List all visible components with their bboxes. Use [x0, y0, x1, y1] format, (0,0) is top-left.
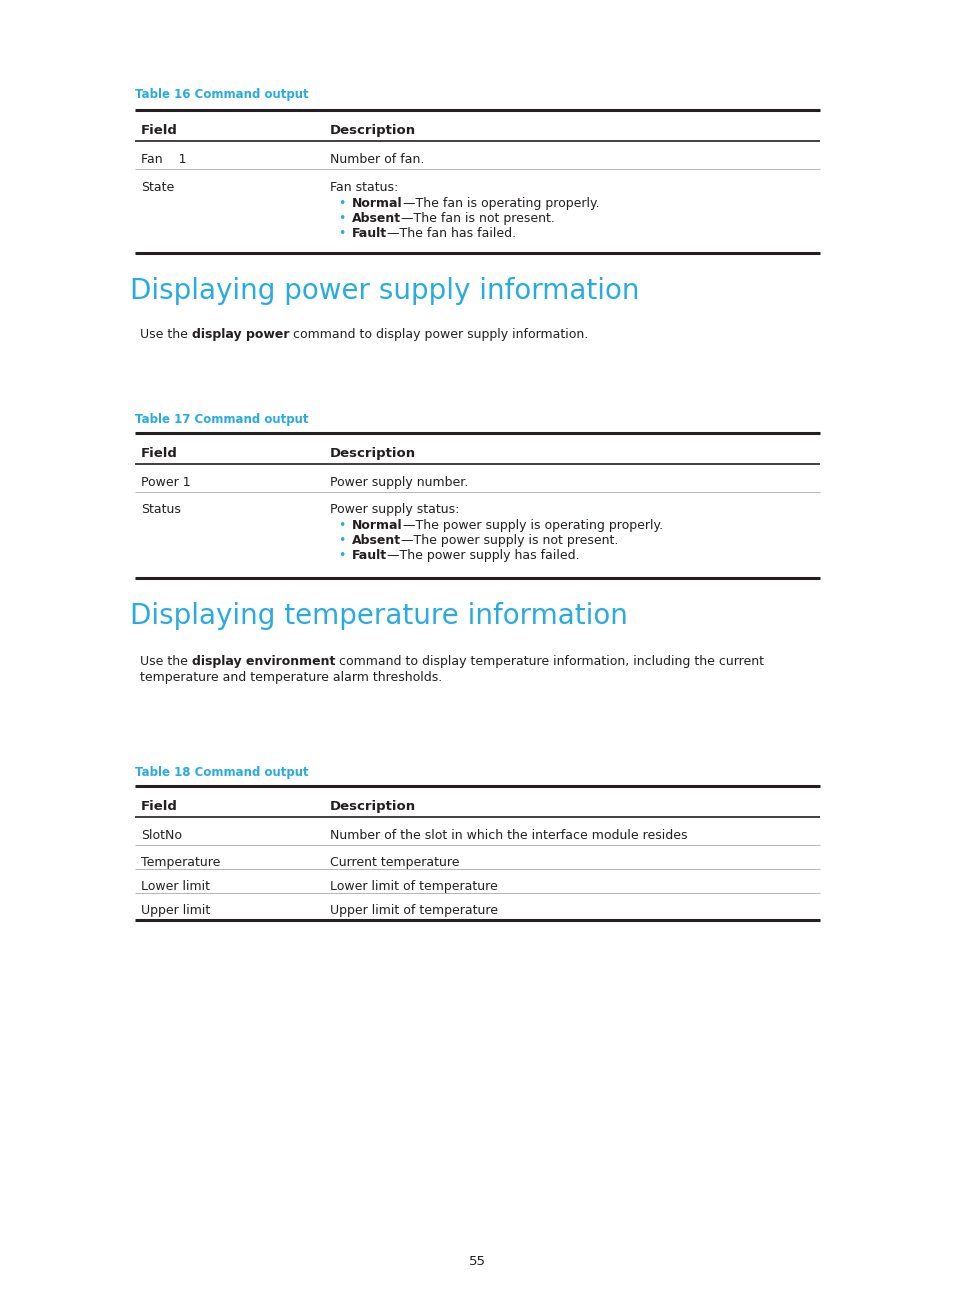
Text: —The power supply has failed.: —The power supply has failed. — [387, 550, 579, 562]
Text: •: • — [337, 227, 345, 240]
Text: State: State — [141, 181, 174, 194]
Text: Status: Status — [141, 503, 181, 516]
Text: Current temperature: Current temperature — [330, 855, 459, 870]
Text: •: • — [337, 213, 345, 226]
Text: •: • — [337, 197, 345, 210]
Text: Displaying power supply information: Displaying power supply information — [130, 277, 639, 305]
Text: Description: Description — [330, 124, 416, 137]
Text: Normal: Normal — [352, 518, 402, 531]
Text: Normal: Normal — [352, 197, 402, 210]
Text: Power 1: Power 1 — [141, 476, 191, 489]
Text: Displaying temperature information: Displaying temperature information — [130, 603, 627, 630]
Text: Field: Field — [141, 447, 177, 460]
Text: display environment: display environment — [192, 654, 335, 667]
Text: —The fan has failed.: —The fan has failed. — [387, 227, 516, 240]
Text: display power: display power — [192, 328, 289, 341]
Text: Field: Field — [141, 800, 177, 813]
Text: Description: Description — [330, 800, 416, 813]
Text: Fan status:: Fan status: — [330, 181, 397, 194]
Text: Absent: Absent — [352, 534, 400, 547]
Text: —The fan is not present.: —The fan is not present. — [400, 213, 555, 226]
Text: •: • — [337, 518, 345, 531]
Text: Absent: Absent — [352, 213, 400, 226]
Text: Lower limit: Lower limit — [141, 880, 210, 893]
Text: Fault: Fault — [352, 550, 387, 562]
Text: Table 17 Command output: Table 17 Command output — [135, 413, 308, 426]
Text: command to display power supply information.: command to display power supply informat… — [289, 328, 588, 341]
Text: Upper limit of temperature: Upper limit of temperature — [330, 905, 497, 918]
Text: —The fan is operating properly.: —The fan is operating properly. — [402, 197, 598, 210]
Text: Table 16 Command output: Table 16 Command output — [135, 88, 309, 101]
Text: Table 18 Command output: Table 18 Command output — [135, 766, 309, 779]
Text: Field: Field — [141, 124, 177, 137]
Text: Number of the slot in which the interface module resides: Number of the slot in which the interfac… — [330, 829, 687, 842]
Text: Use the: Use the — [140, 654, 192, 667]
Text: Lower limit of temperature: Lower limit of temperature — [330, 880, 497, 893]
Text: Use the: Use the — [140, 328, 192, 341]
Text: Number of fan.: Number of fan. — [330, 153, 424, 166]
Text: Fault: Fault — [352, 227, 387, 240]
Text: temperature and temperature alarm thresholds.: temperature and temperature alarm thresh… — [140, 671, 442, 684]
Text: •: • — [337, 550, 345, 562]
Text: •: • — [337, 534, 345, 547]
Text: SlotNo: SlotNo — [141, 829, 182, 842]
Text: Temperature: Temperature — [141, 855, 220, 870]
Text: —The power supply is operating properly.: —The power supply is operating properly. — [402, 518, 662, 531]
Text: Upper limit: Upper limit — [141, 905, 210, 918]
Text: command to display temperature information, including the current: command to display temperature informati… — [335, 654, 763, 667]
Text: Description: Description — [330, 447, 416, 460]
Text: —The power supply is not present.: —The power supply is not present. — [400, 534, 618, 547]
Text: Power supply number.: Power supply number. — [330, 476, 468, 489]
Text: Power supply status:: Power supply status: — [330, 503, 459, 516]
Text: 55: 55 — [468, 1255, 485, 1267]
Text: Fan    1: Fan 1 — [141, 153, 186, 166]
